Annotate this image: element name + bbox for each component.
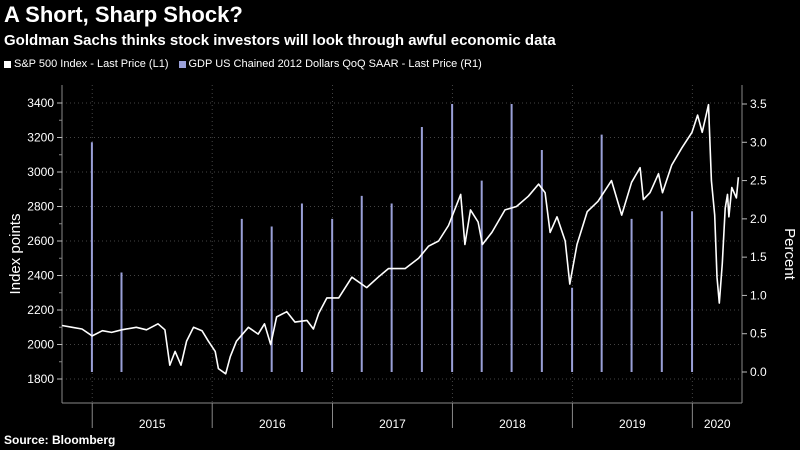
x-tick-label-2019: 2019: [619, 417, 646, 431]
left-axis-tick-label-4: 2600: [27, 234, 54, 248]
legend-label-sp500: S&P 500 Index - Last Price (L1): [14, 58, 169, 70]
left-axis-tick-label-8: 3400: [27, 96, 54, 110]
x-tick-label-2016: 2016: [259, 417, 286, 431]
right-axis-tick-label-7: 3.5: [750, 97, 767, 111]
left-axis-tick-label-2: 2200: [27, 303, 54, 317]
sp500-line: [61, 103, 740, 375]
legend: S&P 500 Index - Last Price (L1) GDP US C…: [4, 58, 482, 70]
source-note: Source: Bloomberg: [4, 433, 116, 447]
legend-swatch-gdp: [178, 60, 186, 68]
legend-swatch-sp500: [4, 60, 11, 68]
left-axis-tick-label-0: 1800: [27, 372, 54, 386]
left-axis-tick-label-7: 3200: [27, 131, 54, 145]
legend-item-gdp: GDP US Chained 2012 Dollars QoQ SAAR - L…: [178, 58, 482, 70]
left-axis-tick-label-3: 2400: [27, 269, 54, 283]
right-axis-tick-label-5: 2.5: [750, 174, 767, 188]
right-axis-tick-label-4: 2.0: [750, 212, 767, 226]
left-axis-tick-label-5: 2800: [27, 200, 54, 214]
right-axis-title: Percent: [781, 228, 798, 281]
legend-label-gdp: GDP US Chained 2012 Dollars QoQ SAAR - L…: [188, 58, 482, 70]
right-axis-tick-label-6: 3.0: [750, 135, 767, 149]
right-axis-tick-label-0: 0.0: [750, 365, 767, 379]
left-axis-tick-label-1: 2000: [27, 338, 54, 352]
x-tick-label-2020: 2020: [704, 417, 731, 431]
chart-subtitle: Goldman Sachs thinks stock investors wil…: [4, 32, 556, 49]
left-axis-title: Index points: [7, 214, 24, 295]
x-tick-label-2018: 2018: [499, 417, 526, 431]
chart-title: A Short, Sharp Shock?: [4, 2, 243, 27]
left-axis-tick-label-6: 3000: [27, 165, 54, 179]
right-axis-tick-label-3: 1.5: [750, 250, 767, 264]
right-axis-tick-label-2: 1.0: [750, 288, 767, 302]
legend-item-sp500: S&P 500 Index - Last Price (L1): [4, 58, 169, 70]
x-tick-label-2015: 2015: [139, 417, 166, 431]
right-axis-tick-label-1: 0.5: [750, 327, 767, 341]
x-tick-label-2017: 2017: [379, 417, 406, 431]
